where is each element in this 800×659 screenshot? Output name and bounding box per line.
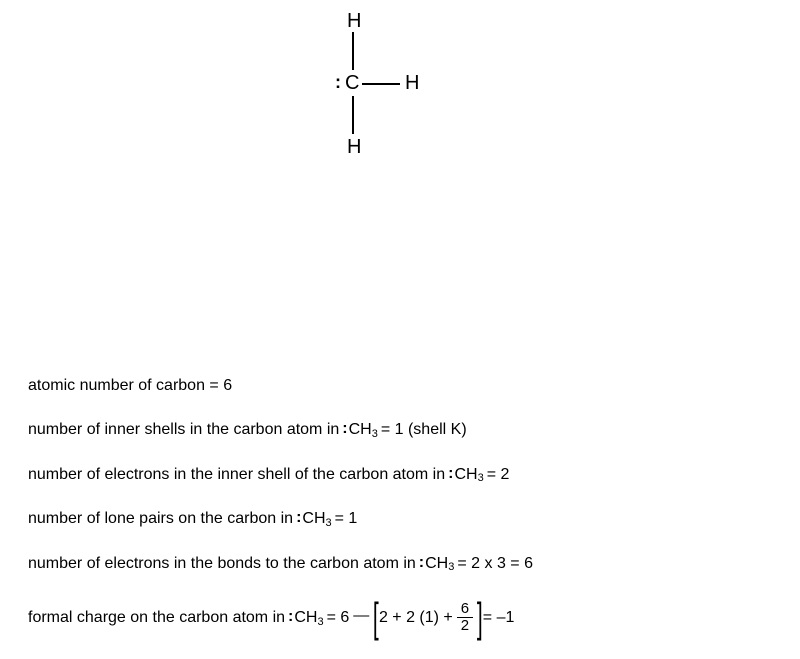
lone-pair-dots: :: [335, 72, 341, 93]
lone-pair-icon: :: [419, 552, 424, 574]
bracket-left: [: [373, 597, 379, 639]
text-content: number of lone pairs on the carbon in: [28, 508, 293, 530]
ch3-formula: : CH 3: [419, 553, 455, 575]
calculation-text: atomic number of carbon = 6 number of in…: [28, 375, 768, 639]
line-lone-pairs: number of lone pairs on the carbon in : …: [28, 508, 768, 530]
line-inner-electrons: number of electrons in the inner shell o…: [28, 464, 768, 486]
ch3-formula: : CH 3: [448, 464, 484, 486]
hydrogen-top: H: [347, 10, 361, 33]
ch-text: CH: [454, 464, 477, 486]
ch3-formula: : CH 3: [296, 508, 332, 530]
lone-pair-icon: :: [288, 608, 293, 626]
text-content: formal charge on the carbon atom in: [28, 609, 285, 627]
subscript: 3: [372, 427, 378, 442]
ch-text: CH: [302, 508, 325, 530]
subscript: 3: [326, 516, 332, 531]
line-formal-charge: formal charge on the carbon atom in : CH…: [28, 597, 768, 639]
line-atomic-number: atomic number of carbon = 6: [28, 375, 768, 397]
text-content: atomic number of carbon = 6: [28, 375, 232, 397]
ch-text: CH: [349, 419, 372, 441]
bracket-right: ]: [477, 597, 483, 639]
line-bond-electrons: number of electrons in the bonds to the …: [28, 553, 768, 575]
text-content: = 2 x 3 = 6: [457, 553, 533, 575]
lone-pair-icon: :: [296, 507, 301, 529]
ch-text: CH: [425, 553, 448, 575]
lewis-structure-diagram: H : C H H: [290, 10, 470, 190]
text-content: = 1 (shell K): [381, 419, 467, 441]
text-content: number of electrons in the inner shell o…: [28, 464, 445, 486]
numerator: 6: [457, 601, 473, 619]
text-content: = 1: [335, 508, 358, 530]
line-inner-shells: number of inner shells in the carbon ato…: [28, 419, 768, 441]
subscript: 3: [478, 471, 484, 486]
fraction: 6 2: [457, 601, 473, 635]
ch3-formula: : CH 3: [288, 609, 324, 627]
text-content: number of inner shells in the carbon ato…: [28, 419, 339, 441]
bond-top: [352, 32, 354, 70]
subscript: 3: [317, 616, 323, 628]
text-content: = –1: [483, 609, 515, 627]
text-content: number of electrons in the bonds to the …: [28, 553, 416, 575]
lone-pair-icon: :: [448, 463, 453, 485]
denominator: 2: [457, 618, 473, 635]
hydrogen-bottom: H: [347, 136, 361, 159]
ch-text: CH: [294, 609, 317, 627]
text-content: = 2: [487, 464, 510, 486]
bond-bottom: [352, 96, 354, 134]
bond-right: [362, 83, 400, 85]
hydrogen-right: H: [405, 72, 419, 95]
text-content: = 6: [327, 609, 350, 627]
carbon-center: C: [345, 72, 359, 95]
lone-pair-icon: :: [342, 418, 347, 440]
subscript: 3: [448, 560, 454, 575]
text-content: 2 + 2 (1) +: [379, 609, 453, 627]
ch3-formula: : CH 3: [342, 419, 378, 441]
minus-sign: —: [353, 607, 369, 625]
